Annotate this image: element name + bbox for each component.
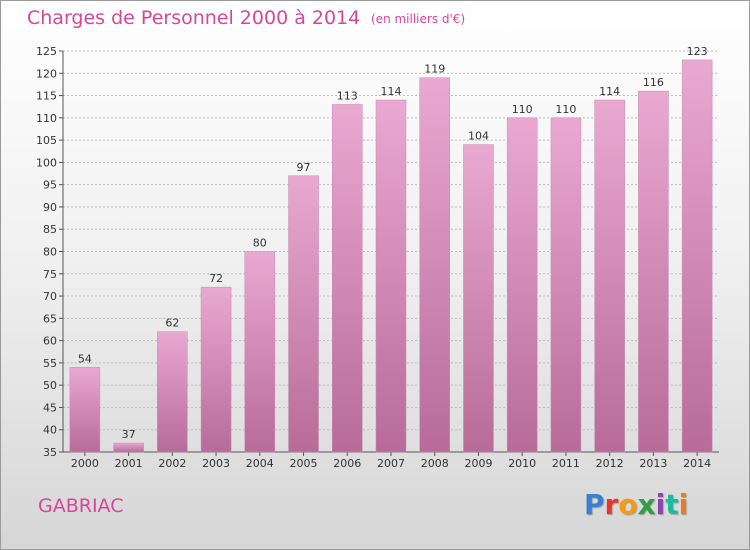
y-tick-label: 55 (43, 357, 57, 370)
value-label-2007: 114 (381, 85, 402, 98)
y-tick-label: 105 (36, 134, 57, 147)
y-tick-label: 50 (43, 379, 57, 392)
commune-name: GABRIAC (38, 495, 124, 517)
x-tick-label: 2002 (158, 457, 186, 470)
y-tick-label: 70 (43, 290, 57, 303)
x-tick-label: 2007 (377, 457, 405, 470)
logo-letter: P (584, 488, 605, 521)
y-tick-label: 45 (43, 401, 57, 414)
y-tick-label: 90 (43, 201, 57, 214)
x-tick-label: 2005 (290, 457, 318, 470)
value-label-2004: 80 (253, 237, 267, 250)
proxiti-logo[interactable]: Proxiti (584, 488, 688, 521)
x-tick-label: 2006 (333, 457, 361, 470)
y-tick-label: 35 (43, 446, 57, 459)
chart-title: Charges de Personnel 2000 à 2014 (27, 7, 361, 29)
value-label-2013: 116 (643, 76, 664, 89)
value-label-2002: 62 (165, 317, 179, 330)
logo-letter: o (618, 488, 638, 521)
bar-2008 (419, 77, 450, 453)
x-tick-label: 2013 (639, 457, 667, 470)
bar-2013 (638, 90, 669, 453)
value-label-2010: 110 (512, 103, 533, 116)
bar-2011 (550, 117, 582, 453)
value-label-2011: 110 (555, 103, 576, 116)
logo-letter: x (637, 488, 656, 521)
y-tick-label: 85 (43, 223, 57, 236)
x-tick-label: 2014 (683, 457, 711, 470)
bar-2014 (681, 59, 713, 453)
value-label-2001: 37 (122, 428, 136, 441)
logo-letter: t (665, 488, 679, 521)
chart-subtitle: (en milliers d'€) (371, 12, 466, 26)
x-tick-label: 2001 (115, 457, 143, 470)
bar-2002 (157, 331, 188, 453)
x-tick-label: 2004 (246, 457, 274, 470)
x-tick-label: 2010 (508, 457, 536, 470)
y-tick-label: 80 (43, 246, 57, 259)
y-tick-label: 115 (36, 90, 57, 103)
x-tick-label: 2011 (552, 457, 580, 470)
bar-2005 (288, 175, 319, 453)
value-label-2000: 54 (78, 352, 92, 365)
bar-2012 (594, 99, 625, 453)
logo-letter: i (655, 488, 666, 521)
y-tick-label: 125 (36, 45, 57, 58)
y-tick-label: 40 (43, 424, 57, 437)
y-tick-label: 65 (43, 312, 57, 325)
x-tick-label: 2000 (71, 457, 99, 470)
value-label-2014: 123 (687, 45, 708, 58)
logo-letter: r (604, 488, 619, 521)
logo-letter: i (678, 488, 689, 521)
bar-2007 (375, 99, 407, 453)
bar-2006 (332, 104, 363, 453)
labels: 35 40 45 50 55 60 65 70 75 80 85 90 95 100 105 110 115 12… (36, 45, 711, 470)
y-tick-label: 95 (43, 179, 57, 192)
x-tick-label: 2003 (202, 457, 230, 470)
value-label-2005: 97 (297, 161, 311, 174)
y-tick-label: 100 (36, 156, 57, 169)
bar-2000 (69, 367, 101, 453)
value-label-2008: 119 (424, 63, 445, 76)
y-tick-label: 60 (43, 335, 57, 348)
value-label-2003: 72 (209, 272, 223, 285)
value-label-2009: 104 (468, 130, 489, 143)
value-label-2006: 113 (337, 89, 358, 102)
y-tick-label: 75 (43, 268, 57, 281)
x-tick-label: 2012 (596, 457, 624, 470)
x-tick-label: 2008 (421, 457, 449, 470)
bars (69, 59, 713, 453)
bar-2003 (200, 286, 232, 453)
bar-2010 (506, 117, 538, 453)
y-tick-label: 110 (36, 112, 57, 125)
y-tick-label: 120 (36, 67, 57, 80)
value-label-2012: 114 (599, 85, 620, 98)
x-tick-label: 2009 (464, 457, 492, 470)
bar-2009 (463, 144, 494, 453)
bar-2001 (113, 442, 144, 453)
bar-2004 (244, 251, 276, 453)
